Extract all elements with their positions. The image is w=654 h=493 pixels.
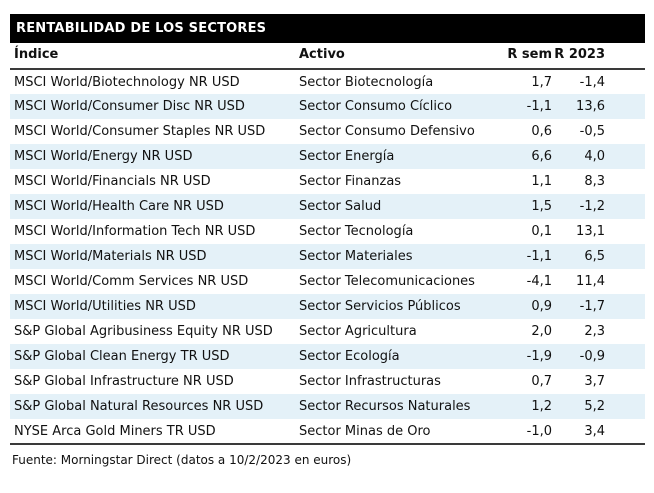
r2023-cell: 11,4 <box>576 274 605 289</box>
asset-cell: Sector Recursos Naturales <box>299 399 471 414</box>
asset-cell: Sector Telecomunicaciones <box>299 274 475 289</box>
rsem-cell: 1,5 <box>531 199 552 214</box>
r2023-cell: 13,1 <box>576 224 605 239</box>
index-cell: MSCI World/Biotechnology NR USD <box>14 74 240 90</box>
index-cell: S&P Global Agribusiness Equity NR USD <box>14 324 273 339</box>
rsem-cell: 0,7 <box>531 374 552 389</box>
asset-cell: Sector Ecología <box>299 349 400 364</box>
r2023-cell: 6,5 <box>584 249 605 264</box>
r2023-cell: 3,7 <box>584 374 605 389</box>
r2023-cell: 8,3 <box>584 174 605 189</box>
index-cell: MSCI World/Comm Services NR USD <box>14 274 249 289</box>
table-row: MSCI World/Comm Services NR USD Sector Te… <box>10 269 645 294</box>
index-cell: S&P Global Infrastructure NR USD <box>14 374 234 389</box>
rsem-cell: -1,1 <box>526 249 552 264</box>
table-header-row: Índice Activo R sem R 2023 <box>10 43 645 70</box>
index-cell: MSCI World/Consumer Staples NR USD <box>14 124 266 139</box>
index-cell: MSCI World/Financials NR USD <box>14 174 211 189</box>
table-row: NYSE Arca Gold Miners TR USD Sector Minas… <box>10 419 645 445</box>
asset-cell: Sector Tecnología <box>299 224 414 239</box>
rsem-cell: 1,2 <box>531 399 552 414</box>
r2023-cell: -1,4 <box>579 74 605 90</box>
rsem-cell: 0,9 <box>531 299 552 314</box>
index-cell: MSCI World/Utilities NR USD <box>14 299 196 314</box>
asset-cell: Sector Infrastructuras <box>299 374 441 389</box>
col-header-r2023: R 2023 <box>552 43 645 70</box>
r2023-cell: -1,7 <box>579 299 605 314</box>
table-title-bar: RENTABILIDAD DE LOS SECTORES <box>10 14 645 43</box>
table-row: MSCI World/Materials NR USD Sector Materi… <box>10 244 645 269</box>
table-row: S&P Global Agribusiness Equity NR USD Sec… <box>10 319 645 344</box>
table-row: MSCI World/Utilities NR USD Sector Servic… <box>10 294 645 319</box>
asset-cell: Sector Energía <box>299 149 395 164</box>
r2023-cell: 2,3 <box>584 324 605 339</box>
table-row: MSCI World/Consumer Disc NR USD Sector Co… <box>10 94 645 119</box>
rsem-cell: -1,1 <box>526 99 552 114</box>
table-row: S&P Global Clean Energy TR USD Sector Eco… <box>10 344 645 369</box>
rsem-cell: 1,7 <box>531 74 552 90</box>
r2023-cell: 5,2 <box>584 399 605 414</box>
index-cell: NYSE Arca Gold Miners TR USD <box>10 419 295 445</box>
rsem-cell: 1,1 <box>531 174 552 189</box>
rsem-cell: 0,1 <box>531 224 552 239</box>
asset-cell: Sector Consumo Defensivo <box>299 124 475 139</box>
table-row: S&P Global Natural Resources NR USD Secto… <box>10 394 645 419</box>
table-row: MSCI World/Health Care NR USD Sector Salu… <box>10 194 645 219</box>
source-note: Fuente: Morningstar Direct (datos a 10/2… <box>12 453 352 467</box>
col-header-activo: Activo <box>295 43 500 70</box>
rsem-cell: -4,1 <box>526 274 552 289</box>
rsem-cell: -1,9 <box>526 349 552 364</box>
rsem-cell: 0,6 <box>531 124 552 139</box>
asset-cell: Sector Servicios Públicos <box>299 299 461 314</box>
sector-returns-report: RENTABILIDAD DE LOS SECTORES Índice Acti… <box>10 14 645 467</box>
index-cell: MSCI World/Energy NR USD <box>14 149 193 164</box>
r2023-cell: 3,4 <box>552 419 645 445</box>
table-row: MSCI World/Financials NR USD Sector Finan… <box>10 169 645 194</box>
table-row: MSCI World/Consumer Staples NR USD Sector… <box>10 119 645 144</box>
r2023-cell: 4,0 <box>584 149 605 164</box>
asset-cell: Sector Materiales <box>299 249 413 264</box>
asset-cell: Sector Biotecnología <box>299 74 434 90</box>
asset-cell: Sector Finanzas <box>299 174 402 189</box>
asset-cell: Sector Agricultura <box>299 324 417 339</box>
col-header-rsem: R sem <box>500 43 552 70</box>
index-cell: MSCI World/Information Tech NR USD <box>14 224 256 239</box>
r2023-cell: -0,9 <box>579 349 605 364</box>
sectors-table: Índice Activo R sem R 2023 MSCI World/Bi… <box>10 43 645 445</box>
asset-cell: Sector Salud <box>299 199 382 214</box>
table-row: MSCI World/Energy NR USD Sector Energía 6,… <box>10 144 645 169</box>
table-row: MSCI World/Biotechnology NR USD Sector Bi… <box>10 69 645 94</box>
rsem-cell: 6,6 <box>531 149 552 164</box>
rsem-cell: -1,0 <box>500 419 552 445</box>
table-row: S&P Global Infrastructure NR USD Sector I… <box>10 369 645 394</box>
r2023-cell: -1,2 <box>579 199 605 214</box>
index-cell: S&P Global Natural Resources NR USD <box>14 399 264 414</box>
table-title: RENTABILIDAD DE LOS SECTORES <box>16 21 267 36</box>
table-row: MSCI World/Information Tech NR USD Sector… <box>10 219 645 244</box>
col-header-indice: Índice <box>10 43 295 70</box>
asset-cell: Sector Consumo Cíclico <box>299 99 453 114</box>
index-cell: MSCI World/Health Care NR USD <box>14 199 224 214</box>
index-cell: MSCI World/Materials NR USD <box>14 249 207 264</box>
r2023-cell: 13,6 <box>576 99 605 114</box>
r2023-cell: -0,5 <box>579 124 605 139</box>
index-cell: S&P Global Clean Energy TR USD <box>14 349 230 364</box>
rsem-cell: 2,0 <box>531 324 552 339</box>
index-cell: MSCI World/Consumer Disc NR USD <box>14 99 245 114</box>
asset-cell: Sector Minas de Oro <box>295 419 500 445</box>
